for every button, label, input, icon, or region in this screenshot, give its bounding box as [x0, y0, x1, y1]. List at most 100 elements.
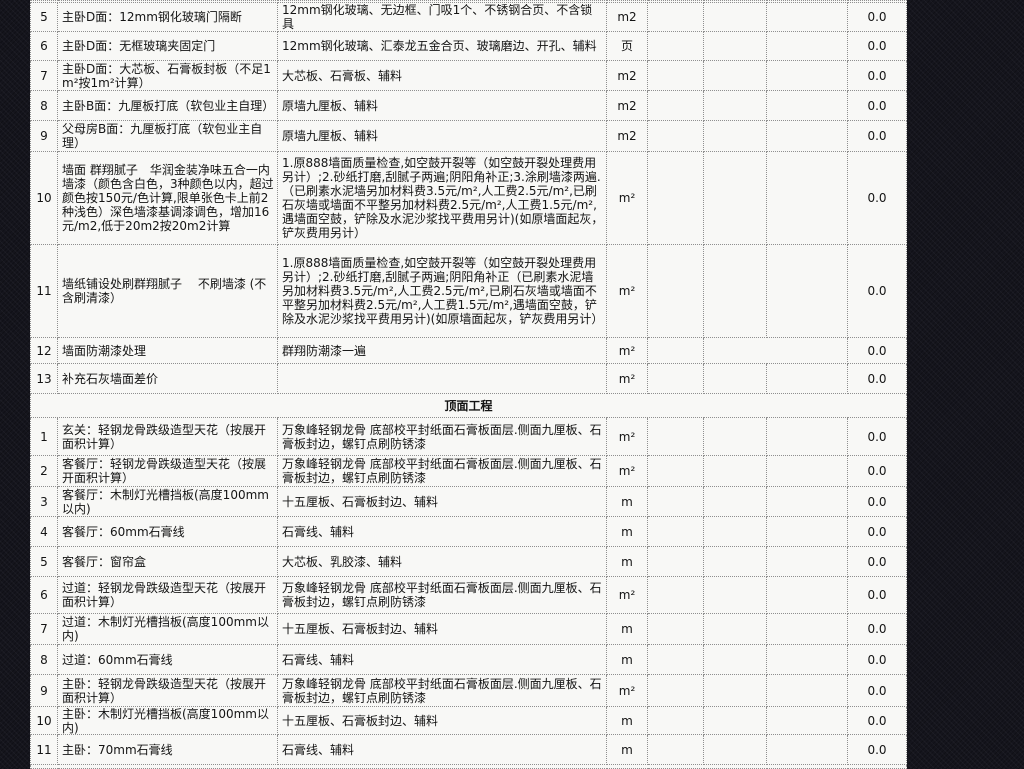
cell-unit[interactable]: m [606, 734, 648, 765]
cell-row-number[interactable]: 9 [30, 120, 58, 152]
cell-row-number[interactable]: 3 [30, 486, 58, 517]
cell-quantity[interactable] [647, 90, 704, 121]
cell-description[interactable]: 万象峰轻钢龙骨 底部校平封纸面石膏板面层.侧面九厘板、石膏板封边，螺钉点刷防锈漆 [277, 674, 607, 707]
cell-item-name[interactable]: 客餐厅：窗帘盒 [57, 546, 278, 577]
cell-unit-price[interactable] [703, 120, 767, 152]
cell-total[interactable]: 0.0 [847, 644, 907, 675]
cell-remark[interactable] [766, 2, 848, 32]
cell-quantity[interactable] [647, 337, 704, 364]
cell-remark[interactable] [766, 576, 848, 614]
cell-row-number[interactable]: 7 [30, 613, 58, 645]
cell-row-number[interactable]: 6 [30, 576, 58, 614]
cell-quantity[interactable] [647, 644, 704, 675]
cell-quantity[interactable] [647, 674, 704, 707]
cell-unit[interactable]: m² [606, 337, 648, 364]
cell-total[interactable]: 0.0 [847, 337, 907, 364]
cell-description[interactable]: 1.原888墙面质量检查,如空鼓开裂等（如空鼓开裂处理费用另计）;2.砂纸打磨,… [277, 151, 607, 245]
cell-unit-price[interactable] [703, 644, 767, 675]
cell-total[interactable]: 0.0 [847, 613, 907, 645]
cell-unit[interactable]: m² [606, 674, 648, 707]
cell-item-name[interactable]: 主卧：70mm石膏线 [57, 734, 278, 765]
cell-item-name[interactable]: 玄关：轻钢龙骨跌级造型天花（按展开面积计算） [57, 417, 278, 456]
cell-quantity[interactable] [647, 120, 704, 152]
cell-remark[interactable] [766, 90, 848, 121]
cell-quantity[interactable] [647, 734, 704, 765]
cell-unit-price[interactable] [703, 486, 767, 517]
cell-item-name[interactable]: 墙面 群翔腻子 华润金装净味五合一内墙漆（颜色含白色，3种颜色以内，超过颜色按1… [57, 151, 278, 245]
cell-total[interactable]: 0.0 [847, 546, 907, 577]
cell-quantity[interactable] [647, 546, 704, 577]
cell-unit-price[interactable] [703, 2, 767, 32]
cell-total[interactable]: 0.0 [847, 516, 907, 547]
cell-item-name[interactable]: 墙面防潮漆处理 [57, 337, 278, 364]
cell-description[interactable]: 原墙九厘板、辅料 [277, 120, 607, 152]
cell-row-number[interactable]: 2 [30, 455, 58, 487]
cell-row-number[interactable]: 6 [30, 31, 58, 61]
cell-description[interactable]: 十五厘板、石膏板封边、辅料 [277, 613, 607, 645]
cell-unit-price[interactable] [703, 576, 767, 614]
cell-unit[interactable]: m [606, 644, 648, 675]
cell-item-name[interactable]: 补充石灰墙面差价 [57, 363, 278, 394]
cell-item-name[interactable]: 主卧D面：12mm钢化玻璃门隔断 [57, 2, 278, 32]
cell-remark[interactable] [766, 734, 848, 765]
cell-unit-price[interactable] [703, 546, 767, 577]
cell-remark[interactable] [766, 151, 848, 245]
cell-remark[interactable] [766, 674, 848, 707]
cell-unit-price[interactable] [703, 706, 767, 735]
cell-quantity[interactable] [647, 486, 704, 517]
cell-row-number[interactable]: 4 [30, 516, 58, 547]
cell-remark[interactable] [766, 644, 848, 675]
cell-unit-price[interactable] [703, 90, 767, 121]
cell-description[interactable]: 石膏线、辅料 [277, 644, 607, 675]
cell-total[interactable]: 0.0 [847, 31, 907, 61]
cell-description[interactable]: 1.原888墙面质量检查,如空鼓开裂等（如空鼓开裂处理费用另计）;2.砂纸打磨,… [277, 244, 607, 338]
cell-remark[interactable] [766, 31, 848, 61]
cell-total[interactable]: 0.0 [847, 120, 907, 152]
cell-description[interactable]: 石膏线、辅料 [277, 516, 607, 547]
cell-unit-price[interactable] [703, 337, 848, 364]
cell-unit-price[interactable] [703, 31, 767, 61]
cell-item-name[interactable]: 墙纸铺设处刷群翔腻子 不刷墙漆 (不含刷清漆） [57, 244, 278, 338]
cell-quantity[interactable] [647, 613, 704, 645]
cell-row-number[interactable]: 13 [30, 363, 58, 394]
cell-quantity[interactable] [647, 151, 704, 245]
cell-item-name[interactable]: 客餐厅：木制灯光槽挡板(高度100mm以内) [57, 486, 278, 517]
cell-total[interactable]: 0.0 [847, 2, 907, 32]
cell-quantity[interactable] [647, 576, 704, 614]
cell-unit-price[interactable] [703, 613, 767, 645]
cell-unit[interactable]: m² [606, 151, 648, 245]
cell-remark[interactable] [766, 363, 848, 394]
cell-quantity[interactable] [647, 417, 704, 456]
cell-unit-price[interactable] [703, 363, 767, 394]
cell-total[interactable]: 0.0 [847, 455, 907, 487]
cell-remark[interactable] [766, 120, 848, 152]
cell-description[interactable]: 十五厘板、石膏板封边、辅料 [277, 706, 607, 735]
cell-unit-price[interactable] [703, 455, 767, 487]
cell-quantity[interactable] [647, 60, 704, 91]
cell-quantity[interactable] [647, 2, 704, 32]
cell-item-name[interactable]: 过道：轻钢龙骨跌级造型天花（按展开面积计算） [57, 576, 278, 614]
cell-unit[interactable]: m [606, 546, 648, 577]
cell-item-name[interactable]: 父母房B面：九厘板打底（软包业主自理） [57, 120, 278, 152]
cell-total[interactable]: 0.0 [847, 244, 907, 338]
cell-remark[interactable] [766, 455, 848, 487]
cell-unit[interactable]: m [606, 486, 648, 517]
cell-total[interactable]: 0.0 [847, 486, 907, 517]
cell-unit-price[interactable] [703, 417, 767, 456]
cell-total[interactable]: 0.0 [847, 674, 907, 707]
cell-total[interactable]: 0.0 [847, 90, 907, 121]
cell-total[interactable]: 0.0 [847, 706, 907, 735]
cell-unit-price[interactable] [703, 674, 767, 707]
cell-description[interactable]: 12mm钢化玻璃、汇泰龙五金合页、玻璃磨边、开孔、辅料 [277, 31, 607, 61]
cell-quantity[interactable] [647, 244, 704, 338]
cell-quantity[interactable] [647, 455, 704, 487]
cell-description[interactable]: 原墙九厘板、辅料 [277, 90, 607, 121]
cell-quantity[interactable] [647, 516, 704, 547]
cell-description[interactable]: 万象峰轻钢龙骨 底部校平封纸面石膏板面层.侧面九厘板、石膏板封边，螺钉点刷防锈漆 [277, 455, 607, 487]
cell-unit[interactable]: m² [606, 455, 648, 487]
cell-total[interactable]: 0.0 [847, 734, 907, 765]
cell-description[interactable]: 大芯板、乳胶漆、辅料 [277, 546, 607, 577]
cell-unit[interactable]: m² [606, 244, 648, 338]
cell-item-name[interactable]: 主卧B面：九厘板打底（软包业主自理） [57, 90, 278, 121]
cell-unit[interactable]: m [606, 516, 648, 547]
